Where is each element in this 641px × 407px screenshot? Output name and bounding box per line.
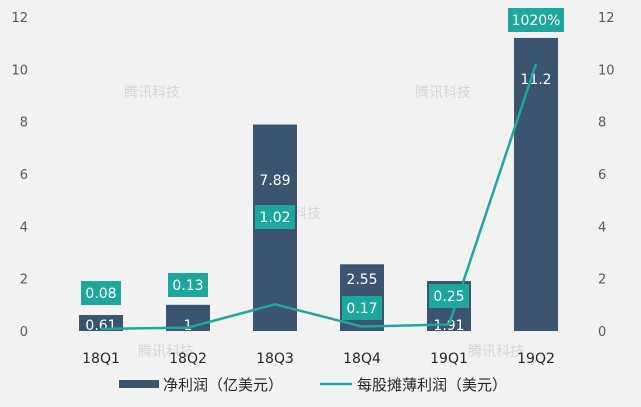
y-tick-right: 6 <box>598 168 606 183</box>
eps-line <box>100 63 538 331</box>
y-tick-right: 4 <box>598 220 606 235</box>
bar-label-18Q1: 0.61 <box>85 318 116 334</box>
y-tick-right: 10 <box>598 63 615 78</box>
y-tick-left: 6 <box>20 168 28 183</box>
x-category-label: 19Q2 <box>517 351 555 367</box>
bar-19Q2 <box>514 37 558 331</box>
legend: 净利润（亿美元） 每股摊薄利润（美元） <box>119 376 507 394</box>
legend-label-line: 每股摊薄利润（美元） <box>357 376 507 394</box>
y-tick-right: 0 <box>598 325 606 340</box>
eps-label-box-19Q1 <box>429 284 469 308</box>
x-category-label: 18Q3 <box>256 351 294 367</box>
x-category-label: 18Q1 <box>82 351 120 367</box>
watermark-text: 腾讯科技 <box>138 343 194 360</box>
eps-label-box-19Q2 <box>508 8 564 32</box>
y-tick-left: 4 <box>20 220 28 235</box>
bars <box>79 37 558 331</box>
bar-label-19Q2: 11.2 <box>520 72 551 88</box>
y-tick-right: 8 <box>598 116 606 131</box>
eps-label-box-18Q2 <box>168 273 208 297</box>
eps-label-18Q4: 0.17 <box>346 301 377 317</box>
x-category-label: 19Q1 <box>430 351 468 367</box>
bar-label-18Q2: 1 <box>184 318 193 334</box>
watermark-text: 腾讯科技 <box>124 84 180 101</box>
y-tick-left: 2 <box>20 273 28 288</box>
eps-label-box-18Q3 <box>255 205 295 229</box>
eps-label-19Q1: 0.25 <box>433 289 464 305</box>
watermark-text: 腾讯科技 <box>415 84 471 101</box>
y-tick-right: 12 <box>598 11 615 26</box>
bar-label-18Q4: 2.55 <box>346 272 377 288</box>
y-tick-left: 8 <box>20 116 28 131</box>
line-labels: 0.08 0.13 1.02 0.17 0.25 1020% <box>81 8 564 320</box>
y-tick-left: 10 <box>11 63 28 78</box>
eps-label-18Q2: 0.13 <box>172 278 203 294</box>
y-tick-left: 12 <box>11 11 28 26</box>
eps-label-18Q1: 0.08 <box>85 286 116 302</box>
y-tick-left: 0 <box>20 325 28 340</box>
eps-label-box-18Q4 <box>342 296 382 320</box>
bar-18Q1 <box>79 315 123 331</box>
y-tick-right: 2 <box>598 273 606 288</box>
bar-label-18Q3: 7.89 <box>259 173 290 189</box>
y-axis-right: 0 2 4 6 8 10 12 <box>598 11 615 340</box>
x-category-label: 18Q2 <box>169 351 207 367</box>
x-category-label: 18Q4 <box>343 351 381 367</box>
eps-label-18Q3: 1.02 <box>259 210 290 226</box>
legend-label-bar: 净利润（亿美元） <box>163 376 283 394</box>
watermark-text: 腾讯科技 <box>468 343 524 360</box>
eps-label-box-18Q1 <box>81 281 121 305</box>
eps-label-19Q2: 1020% <box>512 13 561 29</box>
legend-swatch-bar <box>119 380 159 388</box>
y-axis-left: 0 2 4 6 8 10 12 <box>11 11 28 340</box>
line-series <box>100 63 538 331</box>
bar-labels: 0.61 1 7.89 2.55 1.91 11.2 <box>85 72 551 334</box>
x-axis-categories: 18Q1 18Q2 18Q3 18Q4 19Q1 19Q2 <box>82 351 555 367</box>
bar-label-19Q1: 1.91 <box>433 318 464 334</box>
